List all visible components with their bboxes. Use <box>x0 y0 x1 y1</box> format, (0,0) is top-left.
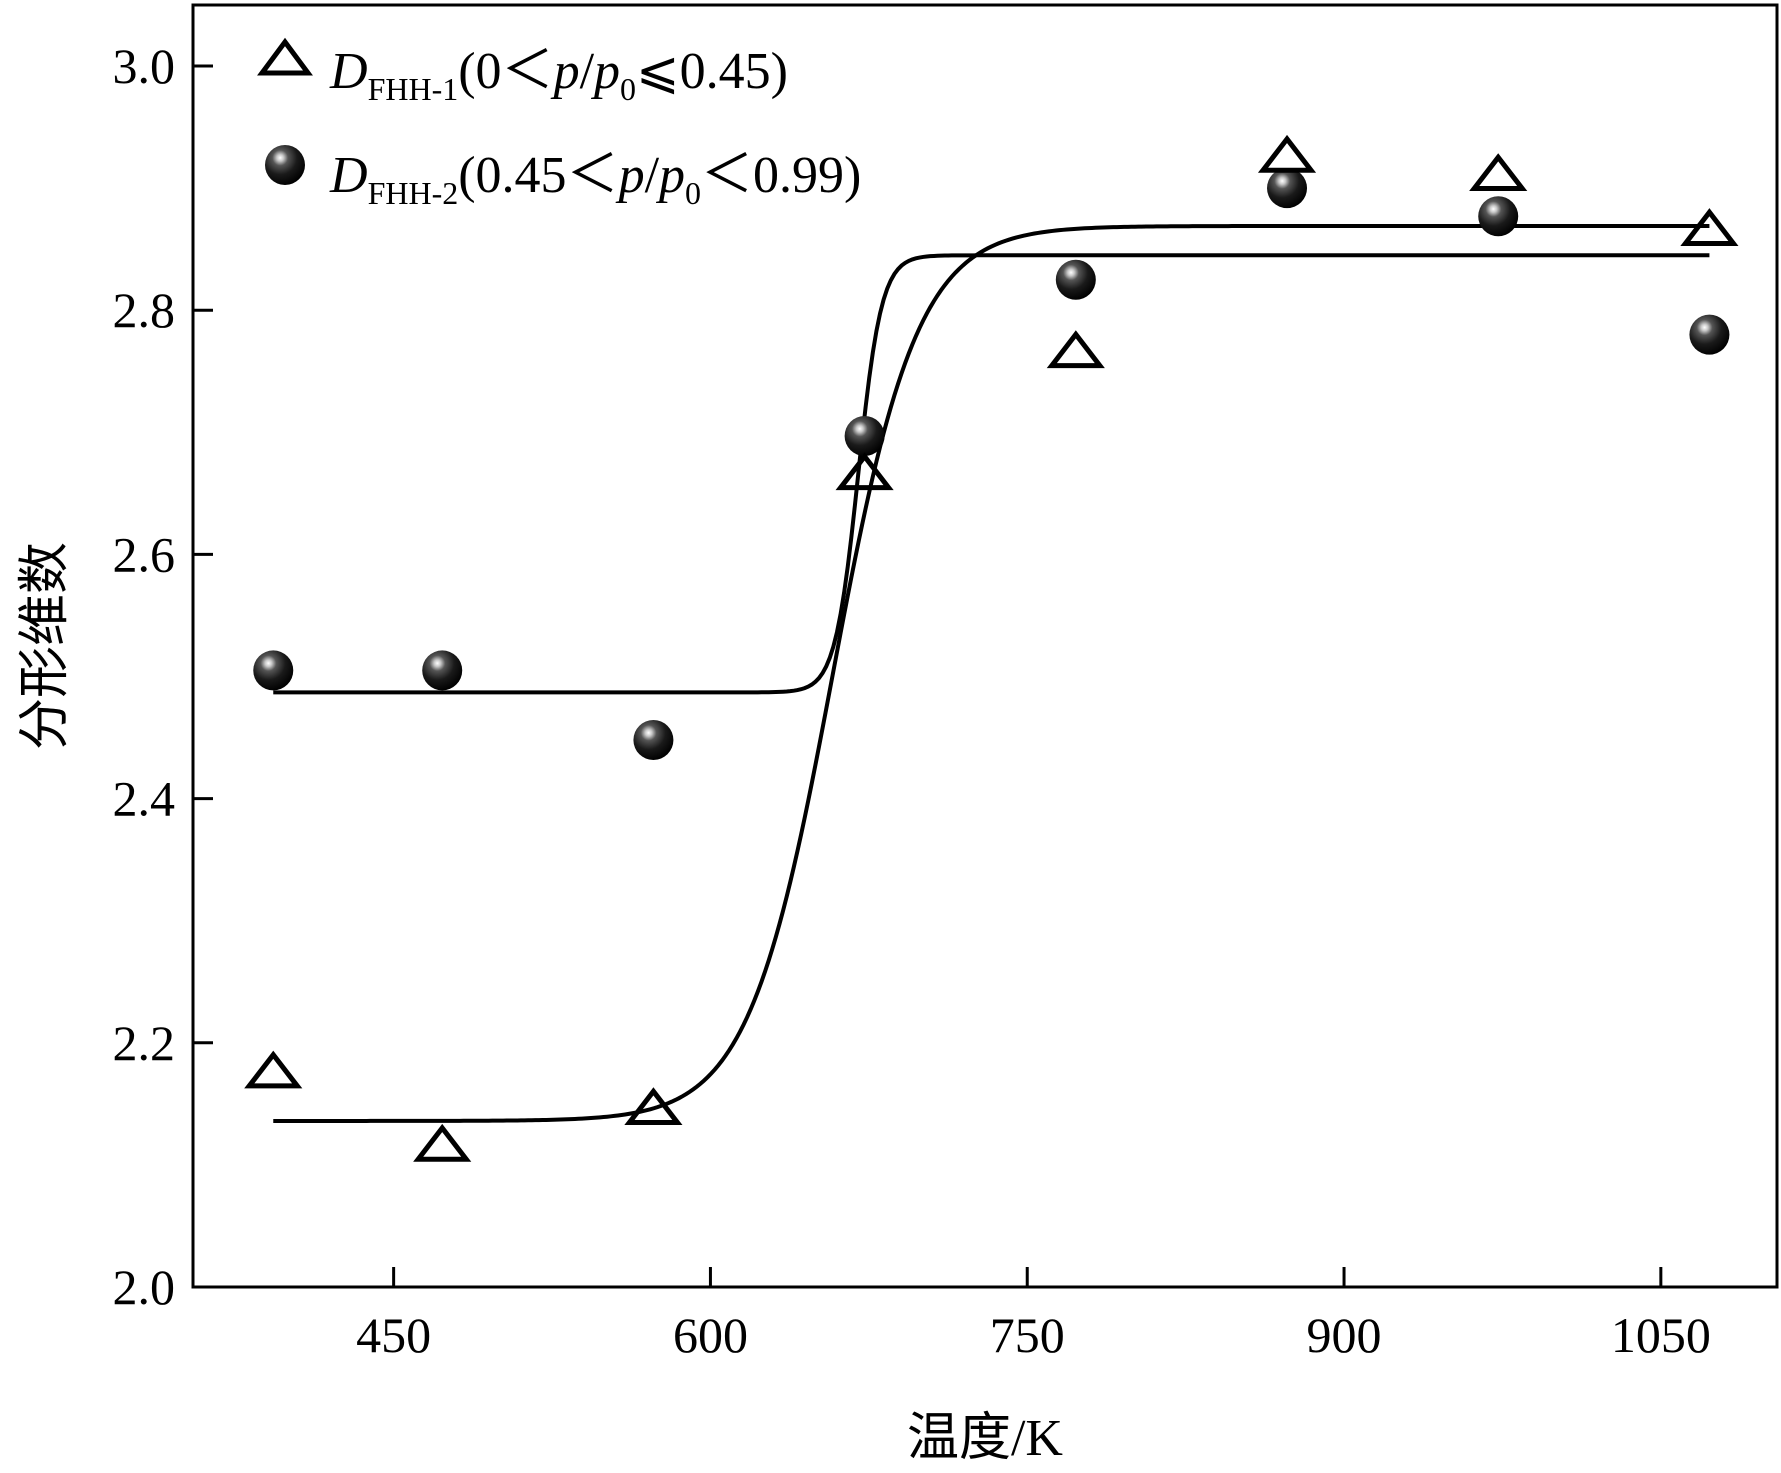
legend-triangle-marker <box>257 37 313 76</box>
legend-label-dfhh2: DFHH-2(0.45＜p/p0＜0.99) <box>329 147 861 211</box>
triangle-point <box>1680 208 1739 246</box>
sphere-point <box>1478 196 1519 237</box>
y-tick-label: 2.4 <box>113 771 176 827</box>
triangle-point <box>624 1087 683 1126</box>
triangle-point <box>1469 153 1528 192</box>
data-points <box>244 134 1739 1162</box>
plot-frame <box>191 3 1779 1289</box>
triangle-point <box>244 1050 303 1089</box>
triangle-point <box>1046 330 1105 369</box>
x-axis: 450 600 750 900 1050 <box>356 1267 1711 1363</box>
legend-label-dfhh1: DFHH-1(0＜p/p0⩽0.45) <box>329 43 788 107</box>
triangle-point <box>413 1123 472 1162</box>
sphere-point <box>1689 314 1730 355</box>
x-tick-label: 600 <box>673 1307 748 1363</box>
sphere-point <box>253 650 294 691</box>
y-tick-label: 3.0 <box>113 38 176 94</box>
x-tick-label: 1050 <box>1611 1307 1711 1363</box>
sphere-point <box>844 415 885 456</box>
triangle-point <box>835 452 894 491</box>
y-tick-label: 2.0 <box>113 1259 176 1315</box>
y-tick-label: 2.2 <box>113 1015 176 1071</box>
fit-curves <box>273 223 1710 1123</box>
x-axis-title: 温度/K <box>907 1410 1063 1467</box>
sphere-point <box>422 650 463 691</box>
y-tick-label: 2.6 <box>113 526 176 582</box>
legend-item-dfhh2: DFHH-2(0.45＜p/p0＜0.99) <box>265 145 861 211</box>
y-axis-title: 分形维数 <box>17 542 74 750</box>
legend-item-dfhh1: DFHH-1(0＜p/p0⩽0.45) <box>257 37 788 107</box>
y-tick-label: 2.8 <box>113 282 176 338</box>
legend-sphere-marker <box>265 145 305 185</box>
x-tick-label: 750 <box>990 1307 1065 1363</box>
y-axis: 2.0 2.2 2.4 2.6 2.8 3.0 <box>113 38 213 1315</box>
legend: DFHH-1(0＜p/p0⩽0.45) DFHH-2(0.45＜p/p0＜0.9… <box>257 37 861 211</box>
triangle-point <box>1257 134 1317 173</box>
sphere-point <box>1055 259 1096 300</box>
fit-curve-2 <box>273 253 1710 695</box>
x-tick-label: 450 <box>356 1307 431 1363</box>
sphere-point <box>633 720 674 761</box>
fit-curve-1 <box>273 223 1710 1123</box>
sphere-point <box>1267 168 1308 209</box>
x-tick-label: 900 <box>1307 1307 1382 1363</box>
